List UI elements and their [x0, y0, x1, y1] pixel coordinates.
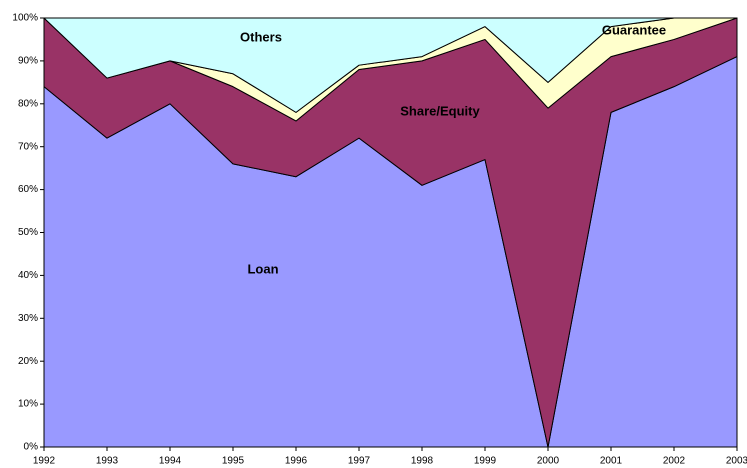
x-tick-label: 1992: [33, 456, 56, 467]
x-tick-label: 1993: [96, 456, 119, 467]
x-tick-label: 1996: [285, 456, 308, 467]
y-tick-label: 80%: [18, 98, 38, 109]
y-tick-label: 90%: [18, 56, 38, 67]
y-tick-label: 40%: [18, 270, 38, 281]
y-tick-label: 20%: [18, 356, 38, 367]
series-label: Others: [240, 29, 282, 44]
series-label: Share/Equity: [400, 103, 480, 118]
series-label: Loan: [247, 261, 278, 276]
x-tick-label: 1995: [222, 456, 245, 467]
y-tick-label: 30%: [18, 313, 38, 324]
x-tick-label: 2002: [663, 456, 686, 467]
x-tick-label: 1998: [411, 456, 434, 467]
series-label: Guarantee: [602, 22, 666, 37]
x-tick-label: 2000: [537, 456, 560, 467]
y-tick-label: 70%: [18, 141, 38, 152]
area: [43, 17, 738, 113]
x-tick-label: 2001: [600, 456, 623, 467]
y-tick-label: 100%: [12, 13, 38, 24]
x-tick-label: 1999: [474, 456, 497, 467]
y-tick-label: 60%: [18, 184, 38, 195]
y-tick-label: 10%: [18, 399, 38, 410]
x-tick-label: 2003: [726, 456, 747, 467]
y-tick-label: 0%: [24, 442, 39, 453]
x-tick-label: 1997: [348, 456, 371, 467]
x-tick-label: 1994: [159, 456, 182, 467]
y-tick-label: 50%: [18, 227, 38, 238]
